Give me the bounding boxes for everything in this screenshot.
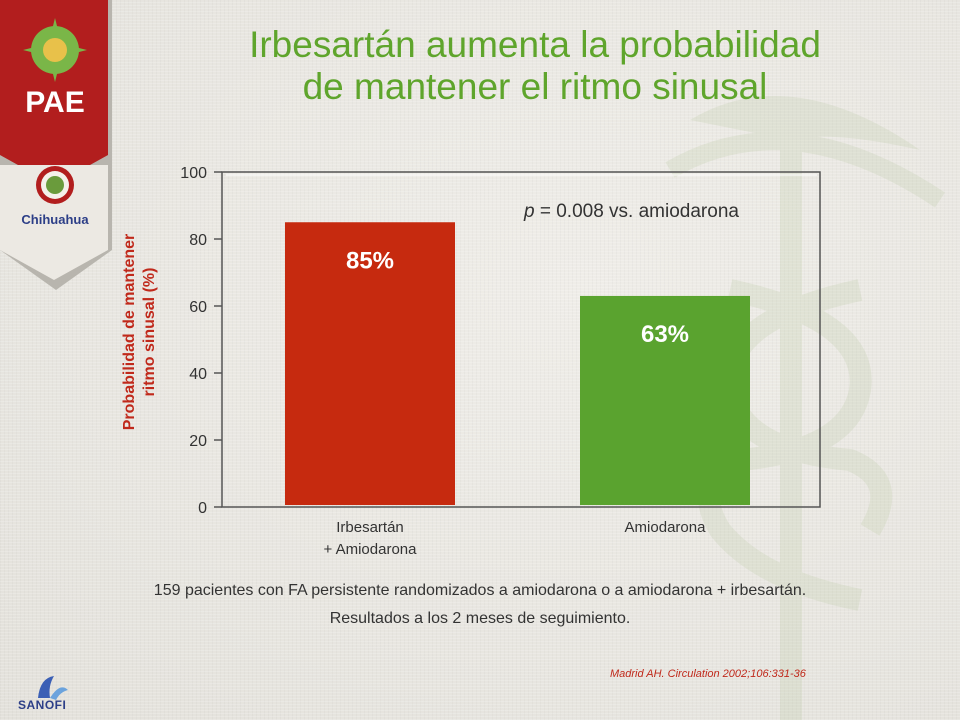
sanofi-logo-icon	[38, 676, 68, 700]
pae-chihuahua-logo: PAE Chihuahua	[0, 0, 112, 290]
plot-frame	[221, 171, 821, 508]
y-axis-label-line-1: Probabilidad de mantener	[121, 234, 138, 430]
y-tick-label: 100	[180, 165, 207, 182]
bar	[285, 222, 455, 505]
y-tick-label: 0	[198, 500, 207, 517]
x-tick-label: Irbesartán	[336, 519, 404, 536]
bar-value-label: 63%	[641, 321, 689, 348]
title-line-1: Irbesartán aumenta la probabilidad	[249, 24, 821, 65]
y-axis-label-line-2: ritmo sinusal (%)	[141, 268, 158, 397]
y-tick-label: 60	[189, 299, 207, 316]
bars: 85% 63%	[285, 222, 750, 505]
bar	[580, 295, 750, 505]
caption-line-1: 159 pacientes con FA persistente randomi…	[153, 582, 807, 599]
y-tick-label: 40	[189, 366, 207, 383]
pae-logo-text: PAE	[25, 86, 84, 119]
caption-line-2: Resultados a los 2 meses de seguimiento.	[329, 610, 631, 627]
caduceus-watermark-icon	[665, 96, 945, 720]
y-tick-label: 20	[189, 433, 207, 450]
category-labels: Irbesartán + Amiodarona Amiodarona	[324, 519, 707, 558]
x-tick-label: Amiodarona	[625, 519, 707, 536]
bar-value-label: 85%	[346, 247, 394, 274]
title-line-2: de mantener el ritmo sinusal	[302, 66, 768, 107]
sanofi-logo-text: SANOFI	[18, 698, 67, 712]
x-tick-label: + Amiodarona	[324, 541, 418, 558]
citation: Madrid AH. Circulation 2002;106:331-36	[610, 668, 806, 680]
p-value-annotation: p = 0.008 vs. amiodarona	[523, 201, 739, 222]
chihuahua-logo-text: Chihuahua	[21, 212, 89, 227]
y-axis: 0 20 40 60 80 100	[180, 165, 222, 517]
plot-border	[221, 171, 821, 508]
y-tick-label: 80	[189, 232, 207, 249]
slide-title: Irbesartán aumenta la probabilidad de ma…	[150, 24, 920, 108]
